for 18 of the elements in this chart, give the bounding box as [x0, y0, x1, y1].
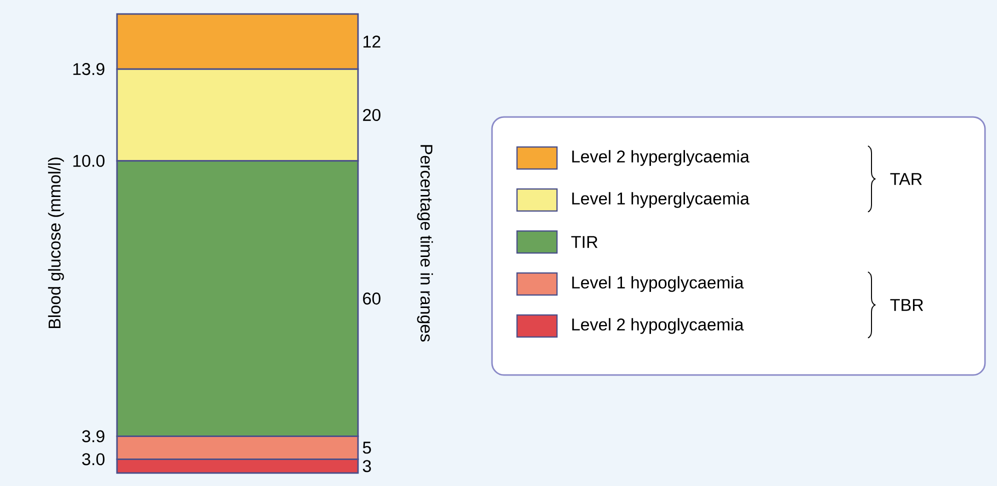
data-label: 3 [362, 460, 371, 472]
legend-label: Level 1 hypoglycaemia [572, 276, 744, 292]
y2-axis-title: Percentage time in ranges [417, 145, 433, 342]
legend-label: Level 1 hyperglycaemia [572, 192, 750, 208]
data-label: 20 [363, 108, 380, 121]
y-axis-title: Blood glucose (mmol/l) [48, 158, 64, 328]
legend-label: Level 2 hypoglycaemia [572, 318, 744, 334]
data-label: 60 [363, 292, 380, 305]
text: TAR [890, 173, 922, 185]
text: TBR [890, 299, 924, 311]
legend-label: TIR [571, 236, 598, 248]
data-label: 12 [364, 36, 380, 48]
text: 13.9 [73, 63, 104, 76]
data-label: 5 [362, 442, 371, 454]
text: 3.0 [82, 453, 104, 466]
text: 10.0 [73, 154, 104, 167]
text: 3.9 [82, 430, 104, 442]
legend-label: Level 2 hyperglycaemia [572, 150, 750, 166]
